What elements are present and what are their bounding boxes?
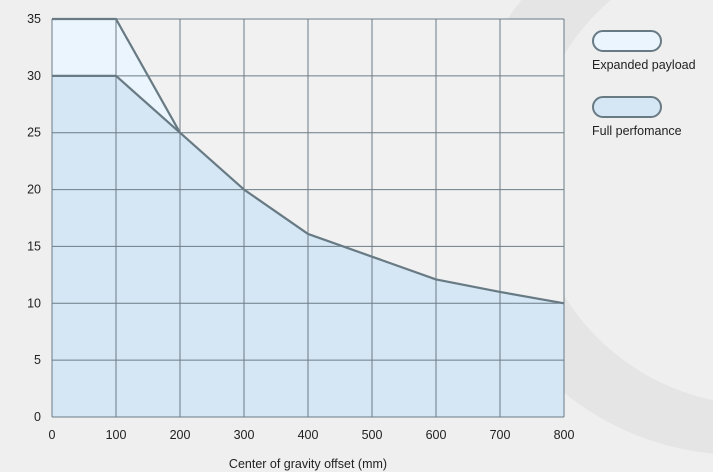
y-tick-label-10: 10: [27, 296, 41, 310]
y-tick-label-30: 30: [27, 69, 41, 83]
x-tick-label-800: 800: [554, 428, 575, 442]
y-tick-label-0: 0: [34, 410, 41, 424]
legend: Expanded payload Full perfomance: [592, 30, 696, 162]
x-tick-label-700: 700: [490, 428, 511, 442]
x-tick-label-200: 200: [170, 428, 191, 442]
x-tick-label-500: 500: [362, 428, 383, 442]
legend-label-full-performance: Full perfomance: [592, 124, 682, 138]
x-tick-label-0: 0: [49, 428, 56, 442]
background-watermark-inner: [530, 0, 713, 401]
y-tick-label-35: 35: [27, 12, 41, 26]
y-tick-label-15: 15: [27, 239, 41, 253]
legend-label-expanded-payload: Expanded payload: [592, 58, 696, 72]
tick-labels: 0 100 200 300 400 500 600 700 800 0 5 10 15 20 25 30 35: [27, 12, 574, 442]
line-series-0: [52, 17, 181, 134]
x-tick-label-600: 600: [426, 428, 447, 442]
x-tick-label-300: 300: [234, 428, 255, 442]
x-tick-label-400: 400: [298, 428, 319, 442]
y-tick-label-25: 25: [27, 126, 41, 140]
x-axis-title: Center of gravity offset (mm): [229, 457, 387, 471]
legend-swatch-full-performance: [592, 96, 662, 118]
y-tick-label-5: 5: [34, 353, 41, 367]
y-tick-label-20: 20: [27, 183, 41, 197]
x-tick-label-100: 100: [106, 428, 127, 442]
grid: [51, 18, 565, 418]
legend-swatch-expanded-payload: [592, 30, 662, 52]
legend-item-expanded-payload: Expanded payload: [592, 30, 696, 96]
series-lines: [52, 17, 565, 305]
legend-item-full-performance: Full perfomance: [592, 96, 696, 162]
line-series-1: [52, 74, 565, 305]
